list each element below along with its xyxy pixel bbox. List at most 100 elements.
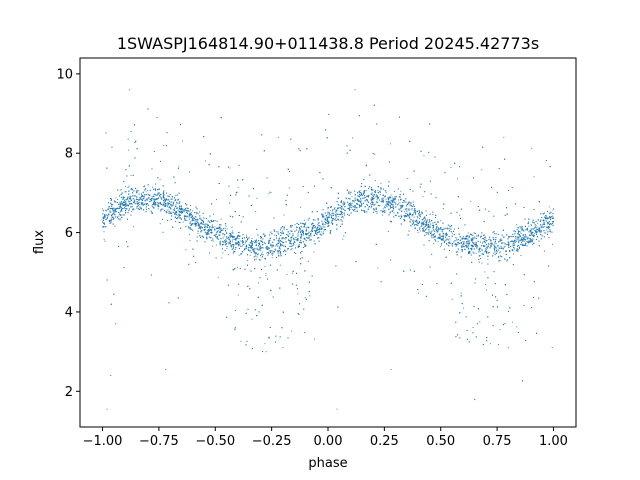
data-point xyxy=(496,299,498,301)
data-point xyxy=(410,209,412,211)
data-point xyxy=(131,187,133,189)
data-point xyxy=(418,210,420,212)
data-point xyxy=(207,233,209,235)
data-point xyxy=(349,193,351,195)
data-point xyxy=(353,201,355,203)
data-point xyxy=(342,238,344,240)
data-point xyxy=(298,230,300,232)
data-point xyxy=(182,140,184,142)
data-point xyxy=(393,212,395,214)
data-point xyxy=(510,245,512,247)
data-point xyxy=(423,230,425,232)
data-point xyxy=(399,205,401,207)
data-point xyxy=(299,206,301,208)
data-point xyxy=(544,226,546,227)
data-point xyxy=(193,218,195,220)
data-point xyxy=(525,239,527,241)
data-point xyxy=(229,235,231,237)
data-point xyxy=(154,203,156,205)
data-point xyxy=(500,245,502,247)
data-point xyxy=(504,214,506,216)
data-point xyxy=(360,205,362,207)
data-point xyxy=(440,235,442,237)
data-point xyxy=(424,226,426,228)
data-point xyxy=(304,224,306,226)
data-point xyxy=(223,235,225,237)
data-point xyxy=(159,223,161,225)
data-point xyxy=(188,215,190,217)
data-point xyxy=(485,249,487,251)
data-point xyxy=(159,210,161,212)
data-point xyxy=(371,203,373,205)
data-point xyxy=(257,242,259,244)
data-point xyxy=(231,232,233,234)
data-point xyxy=(212,227,214,228)
data-point xyxy=(477,206,479,208)
data-point xyxy=(382,201,384,203)
data-point xyxy=(442,232,444,234)
data-point xyxy=(211,226,213,228)
data-point xyxy=(119,205,121,207)
data-point xyxy=(213,240,215,242)
data-point xyxy=(240,340,242,342)
data-point xyxy=(230,235,232,237)
data-point xyxy=(177,194,179,196)
data-point xyxy=(418,228,420,230)
data-point xyxy=(331,212,333,214)
data-point xyxy=(548,206,550,208)
data-point xyxy=(175,213,177,215)
data-point xyxy=(380,182,382,184)
data-point xyxy=(139,207,141,209)
data-point xyxy=(289,171,291,172)
data-point xyxy=(215,236,217,238)
data-point xyxy=(400,205,402,207)
data-point xyxy=(197,213,199,215)
data-point xyxy=(408,209,410,211)
data-point xyxy=(455,243,457,245)
data-point xyxy=(206,225,208,227)
data-point xyxy=(124,214,126,216)
data-point xyxy=(161,218,163,220)
data-point xyxy=(203,223,205,225)
data-point xyxy=(238,254,240,256)
data-point xyxy=(272,250,274,252)
data-point xyxy=(371,189,373,191)
data-point xyxy=(472,234,474,236)
data-point xyxy=(292,272,294,274)
data-point xyxy=(329,231,331,233)
data-point xyxy=(504,245,506,247)
data-point xyxy=(488,247,490,249)
data-point xyxy=(113,211,115,213)
data-point xyxy=(281,237,283,239)
data-point xyxy=(131,211,133,213)
data-point xyxy=(521,243,523,245)
data-point xyxy=(549,231,551,233)
data-point xyxy=(418,221,420,223)
data-point xyxy=(489,252,491,254)
data-point xyxy=(320,231,322,233)
data-point xyxy=(354,211,356,213)
data-point xyxy=(123,207,125,209)
data-point xyxy=(127,138,129,140)
data-point xyxy=(543,236,545,238)
data-point xyxy=(343,217,345,219)
data-point xyxy=(310,239,312,241)
data-point xyxy=(205,223,207,225)
data-point xyxy=(231,239,233,241)
data-point xyxy=(307,191,309,193)
data-point xyxy=(491,186,493,188)
data-point xyxy=(428,151,430,153)
data-point xyxy=(431,225,433,227)
data-point xyxy=(110,218,112,220)
data-point xyxy=(176,207,178,209)
data-point xyxy=(339,204,341,206)
data-point xyxy=(485,289,487,291)
data-point xyxy=(291,248,293,250)
data-point xyxy=(254,250,256,252)
data-point xyxy=(292,239,294,241)
data-point xyxy=(192,229,194,231)
data-point xyxy=(117,189,119,191)
data-point xyxy=(234,310,236,312)
data-point xyxy=(110,375,112,377)
data-point xyxy=(488,243,490,245)
